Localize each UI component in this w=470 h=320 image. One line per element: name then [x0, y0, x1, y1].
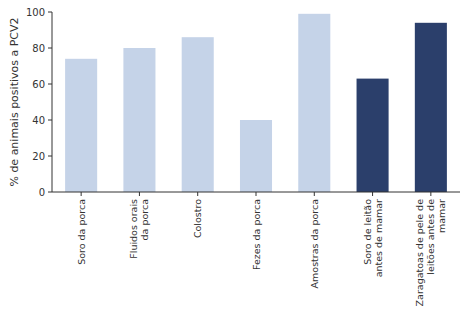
bar — [123, 48, 155, 192]
bar — [240, 120, 272, 192]
x-tick-label: Amostras da porca — [309, 199, 320, 288]
x-tick-label: Fluidos oraisda porca — [128, 199, 150, 259]
bar — [298, 14, 330, 192]
y-axis-line — [52, 12, 53, 192]
x-tick — [372, 192, 373, 196]
y-tick — [48, 48, 52, 49]
x-tick — [197, 192, 198, 196]
x-tick — [314, 192, 315, 196]
x-tick — [139, 192, 140, 196]
y-tick-label: 80 — [32, 43, 45, 54]
y-tick — [48, 84, 52, 85]
y-tick — [48, 156, 52, 157]
x-tick-label: Soro da porca — [76, 199, 87, 265]
bar — [415, 23, 447, 192]
y-tick-label: 0 — [39, 187, 45, 198]
y-tick — [48, 12, 52, 13]
x-tick — [81, 192, 82, 196]
y-tick — [48, 120, 52, 121]
y-tick-label: 100 — [26, 7, 45, 18]
x-tick-label: Colostro — [192, 199, 203, 238]
x-tick-label: Soro de leitãoantes de mamar — [362, 199, 384, 278]
x-tick — [430, 192, 431, 196]
x-tick-label: Fezes da porca — [251, 199, 262, 270]
bar — [65, 59, 97, 192]
chart-container: 0 20 40 60 80 100 Soro da porca Fluidos oraisda… — [0, 0, 470, 320]
y-tick-label: 40 — [32, 115, 45, 126]
chart: 0 20 40 60 80 100 Soro da porca Fluidos oraisda… — [0, 0, 470, 320]
y-axis-label: % de animais positivos a PCV2 — [8, 17, 21, 186]
bar — [182, 37, 214, 192]
y-tick-label: 60 — [32, 79, 45, 90]
x-tick-label: Zaragatoas de pele deleitões antes demam… — [414, 199, 447, 307]
y-tick — [48, 192, 52, 193]
x-tick — [256, 192, 257, 196]
y-tick-label: 20 — [32, 151, 45, 162]
bars — [65, 14, 447, 192]
bar — [357, 79, 389, 192]
